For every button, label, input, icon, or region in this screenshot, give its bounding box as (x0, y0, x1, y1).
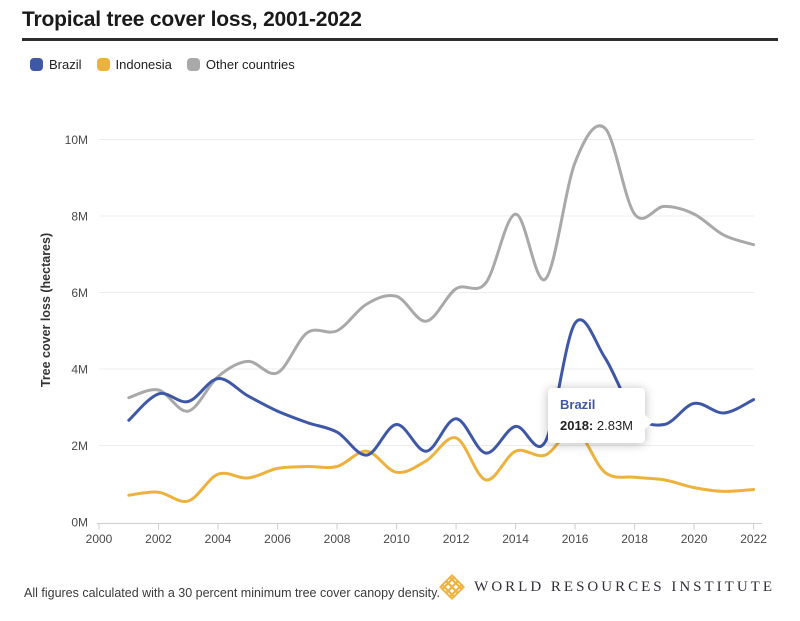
page-title: Tropical tree cover loss, 2001-2022 (22, 8, 362, 31)
legend-label-other: Other countries (205, 57, 295, 72)
legend-swatch-indonesia-icon (96, 58, 110, 71)
gridlines (99, 139, 754, 446)
x-tick-labels: 2000 2002 2004 2006 2008 2010 2012 2014 2016 2018… (86, 532, 768, 546)
chart-legend: Brazil Indonesia Other countries (30, 57, 295, 72)
svg-text:2018: 2018 (621, 532, 648, 546)
legend-swatch-other-icon (186, 58, 200, 71)
legend-swatch-brazil-icon (30, 58, 43, 71)
x-axis (97, 523, 762, 530)
series-line-brazil[interactable] (127, 318, 756, 457)
wri-logo: WORLD RESOURCES INSTITUTE (439, 574, 775, 600)
legend-item-other[interactable]: Other countries (186, 57, 295, 72)
svg-text:2012: 2012 (443, 532, 470, 546)
footer-note: All figures calculated with a 30 percent… (24, 586, 440, 600)
svg-text:2014: 2014 (502, 532, 529, 546)
series-line-other-countries[interactable] (127, 124, 756, 413)
svg-text:4M: 4M (71, 363, 88, 377)
svg-text:0M: 0M (71, 516, 88, 530)
svg-text:2022: 2022 (740, 532, 767, 546)
tooltip-value-line: 2018: 2.83M (560, 418, 633, 433)
legend-label-indonesia: Indonesia (115, 57, 172, 72)
svg-text:2016: 2016 (562, 532, 589, 546)
svg-text:2004: 2004 (205, 532, 232, 546)
svg-text:6M: 6M (71, 286, 88, 300)
y-axis-label: Tree cover loss (hectares) (39, 232, 53, 388)
title-divider (22, 38, 778, 41)
tooltip-value: 2.83M (596, 418, 634, 433)
legend-item-brazil[interactable]: Brazil (30, 57, 82, 72)
svg-text:2000: 2000 (86, 532, 113, 546)
svg-text:2020: 2020 (681, 532, 708, 546)
series-line-indonesia[interactable] (127, 428, 756, 504)
tooltip-series-name: Brazil (560, 397, 596, 412)
svg-text:2008: 2008 (324, 532, 351, 546)
y-tick-labels: 0M 2M 4M 6M 8M 10M (65, 133, 88, 530)
svg-text:2M: 2M (71, 439, 88, 453)
legend-label-brazil: Brazil (49, 57, 82, 72)
svg-text:2002: 2002 (145, 532, 172, 546)
tooltip: Brazil 2018: 2.83M (548, 388, 654, 443)
legend-item-indonesia[interactable]: Indonesia (96, 57, 172, 72)
wri-lattice-icon (439, 574, 466, 600)
svg-text:8M: 8M (71, 210, 88, 224)
tooltip-year: 2018: (560, 418, 594, 433)
svg-text:2006: 2006 (264, 532, 291, 546)
wri-logo-text: WORLD RESOURCES INSTITUTE (474, 578, 775, 595)
svg-text:2010: 2010 (383, 532, 410, 546)
svg-text:10M: 10M (65, 133, 88, 147)
